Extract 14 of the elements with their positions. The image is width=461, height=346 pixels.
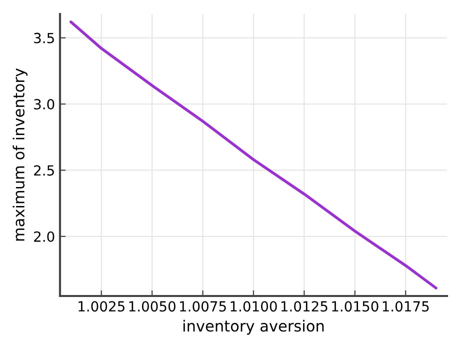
x-axis-title: inventory aversion [183,320,324,335]
y-tick-label: 3.5 [34,32,54,44]
y-tick-label: 2.5 [34,165,54,176]
x-tick-label: 1.0050 [129,301,176,312]
x-tick-label: 1.0075 [180,301,226,312]
x-tick-label: 1.0175 [382,301,429,312]
y-tick-label: 3.0 [34,98,54,110]
x-tick-label: 1.0100 [230,301,277,312]
y-tick-label: 2.0 [34,231,54,242]
line-series [70,20,438,290]
y-axis-title: maximum of inventory [12,68,28,241]
x-tick-label: 1.0025 [78,301,124,312]
x-tick-label: 1.0150 [332,301,378,312]
x-tick-label: 1.0125 [281,301,328,312]
